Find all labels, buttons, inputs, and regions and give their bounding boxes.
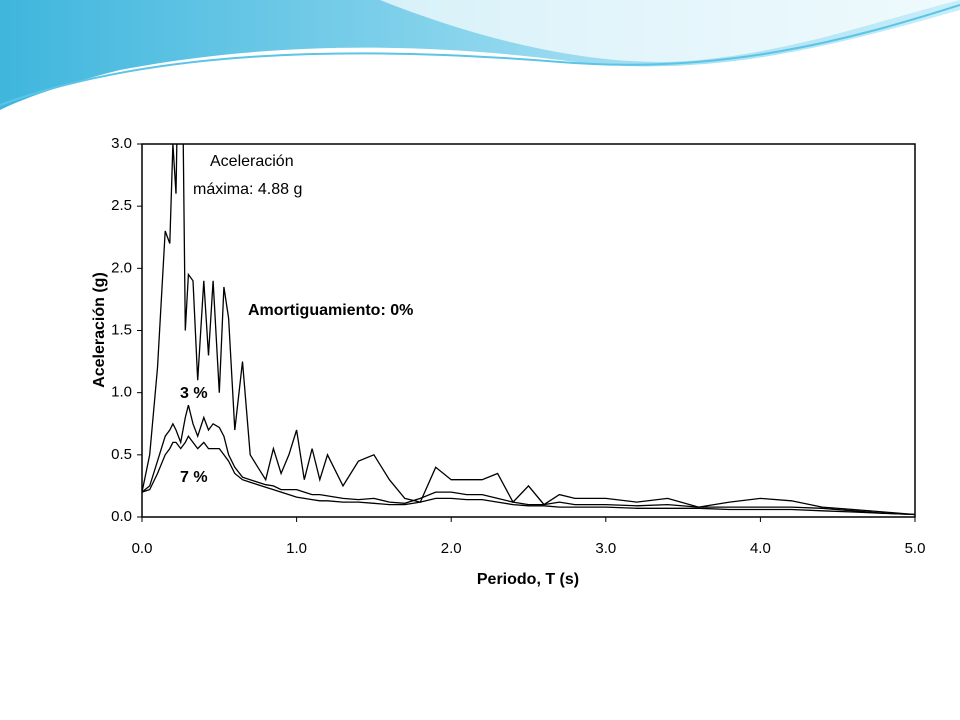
x-tick-label: 4.0 (750, 540, 771, 557)
y-tick-label: 0.5 (111, 446, 132, 463)
x-axis-label: Periodo, T (s) (477, 571, 579, 588)
y-tick-label: 2.0 (111, 259, 132, 276)
x-tick-label: 0.0 (132, 540, 153, 557)
annotation: máxima: 4.88 g (193, 181, 302, 198)
series-label: 7 % (180, 469, 208, 486)
header-swoosh (0, 4, 960, 106)
series-line (142, 434, 915, 516)
plot-frame (141, 143, 916, 518)
y-tick-label: 1.5 (111, 321, 132, 338)
x-tick-label: 3.0 (595, 540, 616, 557)
series-line (142, 404, 915, 516)
y-tick-label: 3.0 (111, 135, 132, 152)
lines (142, 144, 915, 516)
series-line (142, 144, 915, 516)
annotation: Aceleración (210, 153, 294, 170)
x-tick-label: 5.0 (905, 540, 926, 557)
series-label: 3 % (180, 385, 208, 402)
series-label: Amortiguamiento: 0% (248, 302, 413, 319)
x-tick-label: 2.0 (441, 540, 462, 557)
plot: 0.0 0.5 1.0 1.5 2.0 2.5 3.0 0.0 1.0 2.0 3.0 4.0 5.0 A… (111, 135, 926, 557)
y-tick-label: 0.0 (111, 508, 132, 525)
x-tick-label: 1.0 (286, 540, 307, 557)
y-tick-label: 2.5 (111, 197, 132, 214)
y-tick-label: 1.0 (111, 384, 132, 401)
y-axis-label: Aceleración (g) (91, 272, 108, 388)
header-highlight (380, 0, 960, 62)
